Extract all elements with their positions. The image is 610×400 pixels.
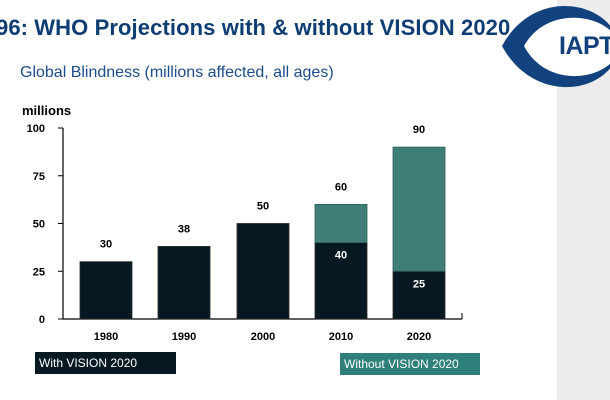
bar-inner-label: 25: [413, 278, 425, 290]
bar-without-vision: [392, 146, 446, 272]
x-tick-label: 2000: [251, 331, 275, 343]
bar-without-vision: [314, 204, 368, 244]
bar-with-vision: [236, 223, 290, 320]
logo-text: IAPT: [559, 32, 610, 60]
x-tick-label: 1980: [94, 331, 118, 343]
bar-with-vision: [157, 246, 211, 320]
bar-with-vision: [79, 261, 133, 320]
x-tick-label: 2010: [329, 331, 353, 343]
bar-total-label: 90: [413, 124, 425, 136]
y-tick-label: 100: [27, 123, 45, 135]
y-axis-label: millions: [22, 103, 71, 118]
bar-chart: millions 0 25 50 75 100 30 1980 38 1990 50 2000 60 40…: [22, 103, 463, 343]
legend-with-vision-2020: With VISION 2020: [35, 352, 176, 374]
bar-with-vision: [392, 270, 446, 320]
bar-total-label: 38: [178, 223, 190, 235]
bar-total-label: 60: [335, 181, 347, 193]
bar-total-label: 30: [100, 239, 112, 251]
y-tick-label: 75: [33, 171, 45, 183]
y-tick-label: 50: [33, 219, 45, 231]
bar-total-label: 50: [257, 201, 269, 213]
x-tick-label: 2020: [407, 331, 431, 343]
y-tick-label: 0: [39, 314, 45, 326]
slide-title: 96: WHO Projections with & without VISIO…: [0, 15, 511, 40]
x-tick-label: 1990: [172, 331, 196, 343]
slide-subtitle: Global Blindness (millions affected, all…: [20, 64, 334, 81]
legend-without-vision-2020: Without VISION 2020: [340, 353, 480, 375]
y-tick-label: 25: [33, 266, 45, 278]
iapt-logo: [502, 6, 610, 88]
bar-with-vision: [314, 242, 368, 320]
bar-inner-label: 40: [335, 250, 347, 262]
